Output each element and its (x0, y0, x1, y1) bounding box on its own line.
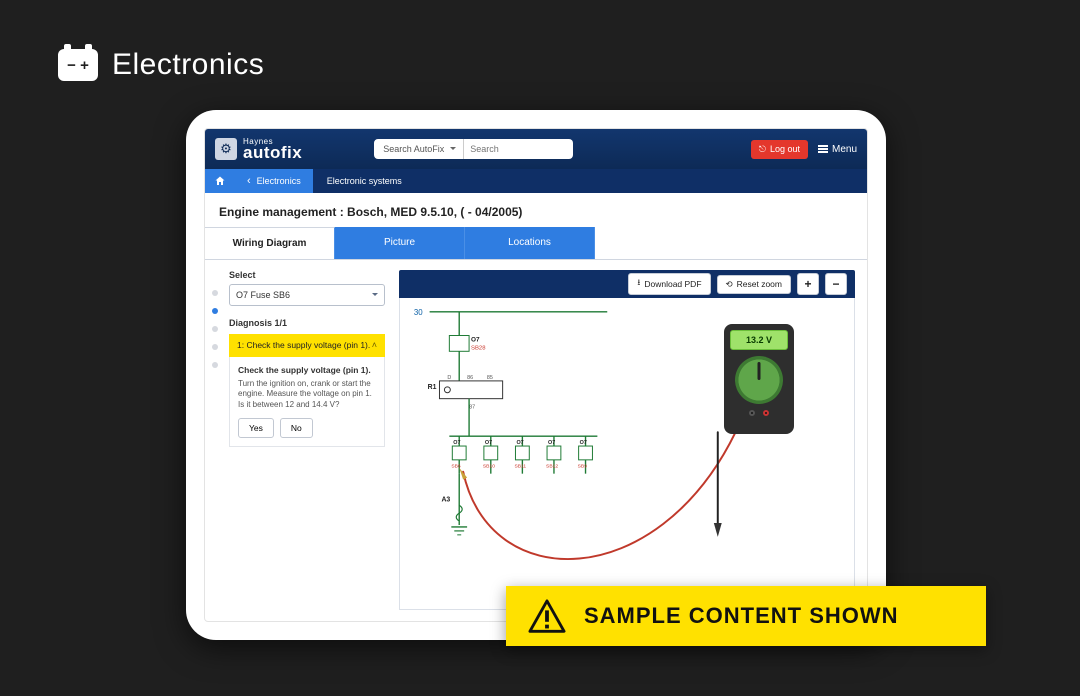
svg-text:85: 85 (487, 375, 493, 381)
svg-text:SB9: SB9 (578, 464, 588, 470)
svg-text:SB12: SB12 (546, 464, 558, 470)
svg-text:87: 87 (469, 405, 475, 411)
svg-text:O7: O7 (516, 440, 523, 446)
multimeter-dial (735, 356, 783, 404)
search-scope-select[interactable]: Search AutoFix (374, 139, 463, 159)
canvas-toolbar: ⭳ Download PDF ⟲ Reset zoom + − (399, 270, 855, 298)
download-icon: ⭳ (637, 277, 640, 291)
tab-picture[interactable]: Picture (335, 227, 465, 259)
yes-button[interactable]: Yes (238, 418, 274, 438)
step-dot (212, 308, 218, 314)
page-title: Electronics (112, 48, 264, 82)
diagnosis-heading: Diagnosis 1/1 (229, 318, 385, 328)
step-indicator (205, 260, 225, 620)
multimeter-reading: 13.2 V (730, 330, 788, 350)
step-dot (212, 290, 218, 296)
svg-text:SB10: SB10 (483, 464, 495, 470)
sidebar: Select O7 Fuse SB6 Diagnosis 1/1 1: Chec… (225, 260, 395, 620)
step-dot (212, 326, 218, 332)
svg-text:O7: O7 (485, 440, 492, 446)
brand: ⚙ Haynes autofix (215, 138, 302, 161)
svg-text:D: D (447, 375, 451, 381)
svg-text:30: 30 (414, 308, 423, 317)
wiring-canvas[interactable]: 30 O7 SB28 R1 D 86 85 87 O7 SB6 O7 SB10 O7 SB11 O7 SB12… (399, 298, 855, 610)
warning-icon (528, 599, 566, 633)
step-dot (212, 362, 218, 368)
search-group: Search AutoFix (374, 139, 573, 159)
tablet-frame: ⚙ Haynes autofix Search AutoFix ⎋ Log ou… (186, 110, 886, 640)
breadcrumb-current: Electronic systems (313, 169, 416, 193)
canvas-column: ⭳ Download PDF ⟲ Reset zoom + − 30 O7 SB28… (395, 260, 867, 620)
breadcrumb-back[interactable]: Electronics (235, 169, 313, 193)
content-title: Engine management : Bosch, MED 9.5.10, (… (205, 193, 867, 227)
download-pdf-button[interactable]: ⭳ Download PDF (628, 273, 710, 295)
diagnosis-step-body: Check the supply voltage (pin 1). Turn t… (229, 357, 385, 447)
hamburger-icon (818, 148, 828, 150)
svg-text:R1: R1 (428, 384, 437, 391)
logo-icon: ⚙ (215, 138, 237, 160)
component-select[interactable]: O7 Fuse SB6 (229, 284, 385, 306)
multimeter-port-red (763, 410, 769, 416)
step-dot (212, 344, 218, 350)
logout-icon: ⎋ (759, 144, 766, 155)
multimeter-port-black (749, 410, 755, 416)
svg-text:SB6: SB6 (451, 464, 461, 470)
menu-button[interactable]: Menu (818, 144, 857, 155)
reset-icon: ⟲ (726, 279, 733, 290)
no-button[interactable]: No (280, 418, 313, 438)
reset-zoom-button[interactable]: ⟲ Reset zoom (717, 275, 791, 294)
content-body: Select O7 Fuse SB6 Diagnosis 1/1 1: Chec… (205, 260, 867, 620)
svg-text:O7: O7 (580, 440, 587, 446)
step-subheading: Check the supply voltage (pin 1). (238, 365, 376, 375)
banner-text: SAMPLE CONTENT SHOWN (584, 603, 899, 629)
home-button[interactable] (205, 169, 235, 193)
breadcrumb: Electronics Electronic systems (205, 169, 867, 193)
zoom-out-button[interactable]: − (825, 273, 847, 295)
home-icon (214, 175, 226, 187)
logo-text: Haynes autofix (243, 138, 302, 161)
svg-text:86: 86 (467, 375, 473, 381)
logout-button[interactable]: ⎋ Log out (751, 140, 808, 159)
multimeter: 13.2 V (724, 324, 794, 434)
tab-bar: Wiring Diagram Picture Locations (205, 227, 867, 260)
tab-locations[interactable]: Locations (465, 227, 595, 259)
app-screen: ⚙ Haynes autofix Search AutoFix ⎋ Log ou… (204, 128, 868, 622)
zoom-in-button[interactable]: + (797, 273, 819, 295)
sample-content-banner: SAMPLE CONTENT SHOWN (506, 586, 986, 646)
app-bar: ⚙ Haynes autofix Search AutoFix ⎋ Log ou… (205, 129, 867, 169)
chevron-up-icon: ˄ (372, 340, 377, 351)
tab-wiring-diagram[interactable]: Wiring Diagram (205, 227, 335, 259)
battery-icon: − + (58, 49, 98, 81)
select-label: Select (229, 270, 385, 280)
svg-text:A3: A3 (441, 496, 450, 503)
step-instructions: Turn the ignition on, crank or start the… (238, 379, 376, 410)
svg-text:SB11: SB11 (514, 464, 526, 470)
search-input[interactable] (463, 139, 573, 159)
diagnosis-step-header[interactable]: 1: Check the supply voltage (pin 1). ˄ (229, 334, 385, 357)
svg-text:O7: O7 (471, 336, 480, 343)
page-header: − + Electronics (58, 48, 264, 82)
svg-text:O7: O7 (548, 440, 555, 446)
svg-text:O7: O7 (453, 440, 460, 446)
svg-text:SB28: SB28 (471, 345, 486, 351)
